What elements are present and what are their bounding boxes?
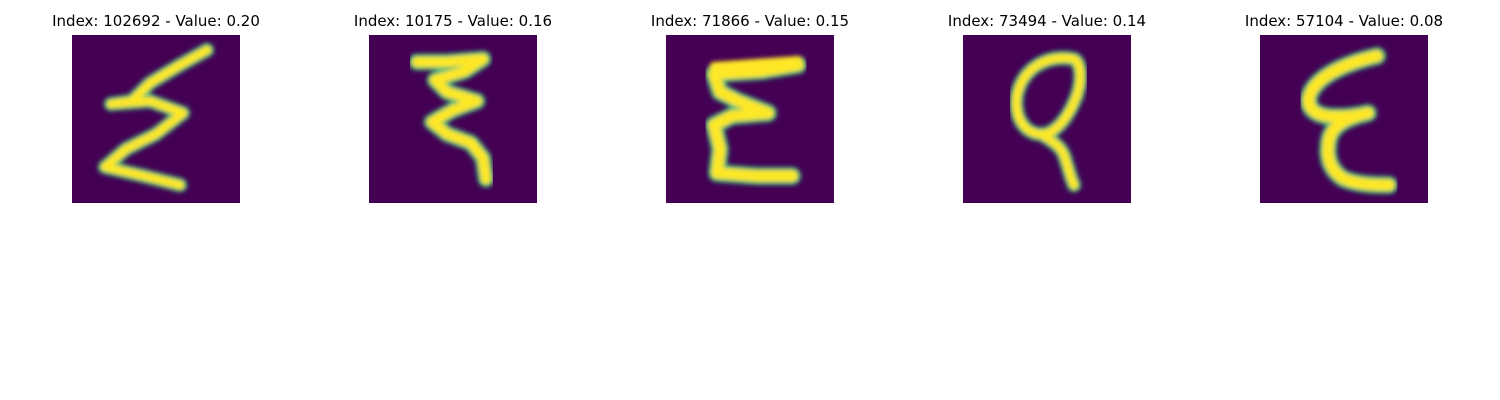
panel-title: Index: 73494 - Value: 0.14 — [947, 12, 1147, 30]
image-panel: Index: 10175 - Value: 0.16 — [308, 0, 598, 210]
panel-title: Index: 57104 - Value: 0.08 — [1244, 12, 1444, 30]
digit-image-loop — [963, 35, 1131, 203]
digit-image-zigzag — [72, 35, 240, 203]
digit-image-e — [666, 35, 834, 203]
digit-image-epsilon — [1260, 35, 1428, 203]
digit-image-wavy — [369, 35, 537, 203]
panel-title: Index: 10175 - Value: 0.16 — [353, 12, 553, 30]
image-panel: Index: 57104 - Value: 0.08 — [1199, 0, 1489, 210]
panel-title: Index: 71866 - Value: 0.15 — [650, 12, 850, 30]
image-panel: Index: 73494 - Value: 0.14 — [902, 0, 1192, 210]
image-panel: Index: 71866 - Value: 0.15 — [605, 0, 895, 210]
image-panel: Index: 102692 - Value: 0.20 — [11, 0, 301, 210]
panel-title: Index: 102692 - Value: 0.20 — [52, 12, 260, 30]
